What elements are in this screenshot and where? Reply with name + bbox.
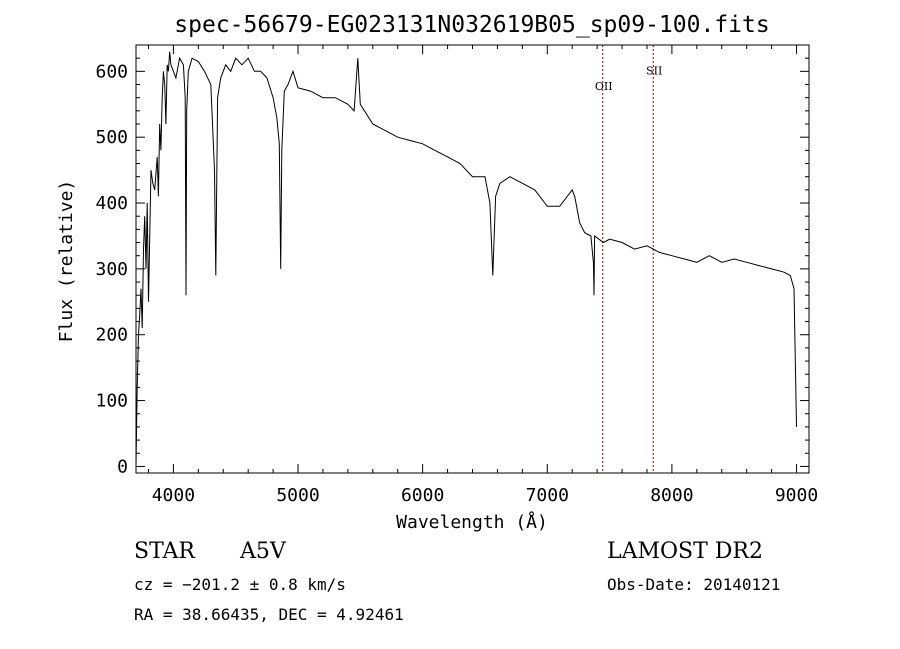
x-axis-ticks: 4000 5000 6000 7000 8000 9000 <box>147 45 818 506</box>
star-type: A5V <box>239 539 287 564</box>
ra-dec: RA = 38.66435, DEC = 4.92461 <box>134 605 404 624</box>
y-tick-label: 300 <box>95 259 128 280</box>
y-axis-label: Flux (relative) <box>56 180 77 343</box>
marker-label: SII <box>646 65 662 78</box>
y-tick-label: 600 <box>95 61 128 82</box>
marker-label: OII <box>595 80 613 93</box>
cz-value: cz = −201.2 ± 0.8 km/s <box>134 575 346 594</box>
y-axis-ticks: 0 100 200 300 400 500 600 <box>95 57 809 477</box>
line-markers: OII SII <box>595 45 662 473</box>
y-tick-label: 500 <box>95 127 128 148</box>
x-tick-label: 7000 <box>526 485 569 506</box>
plot-area: OII SII 4000 5000 6000 7000 8000 9000 0 100 200 3… <box>95 44 818 506</box>
info-block: STAR A5V cz = −201.2 ± 0.8 km/s RA = 38.… <box>134 539 780 624</box>
obs-date: Obs-Date: 20140121 <box>607 575 780 594</box>
x-tick-label: 6000 <box>401 485 444 506</box>
x-axis-label: Wavelength (Å) <box>396 511 548 533</box>
y-tick-label: 100 <box>95 391 128 412</box>
plot-frame <box>135 44 810 474</box>
spectrum-line <box>135 51 797 467</box>
y-tick-label: 0 <box>117 456 128 477</box>
y-tick-label: 200 <box>95 325 128 346</box>
x-tick-label: 8000 <box>650 485 693 506</box>
survey-name: LAMOST DR2 <box>607 539 763 564</box>
chart-title: spec-56679-EG023131N032619B05_sp09-100.f… <box>174 12 769 38</box>
star-class: STAR <box>134 539 196 564</box>
x-tick-label: 9000 <box>775 485 818 506</box>
x-tick-label: 5000 <box>276 485 319 506</box>
x-tick-label: 4000 <box>152 485 195 506</box>
y-tick-label: 400 <box>95 193 128 214</box>
